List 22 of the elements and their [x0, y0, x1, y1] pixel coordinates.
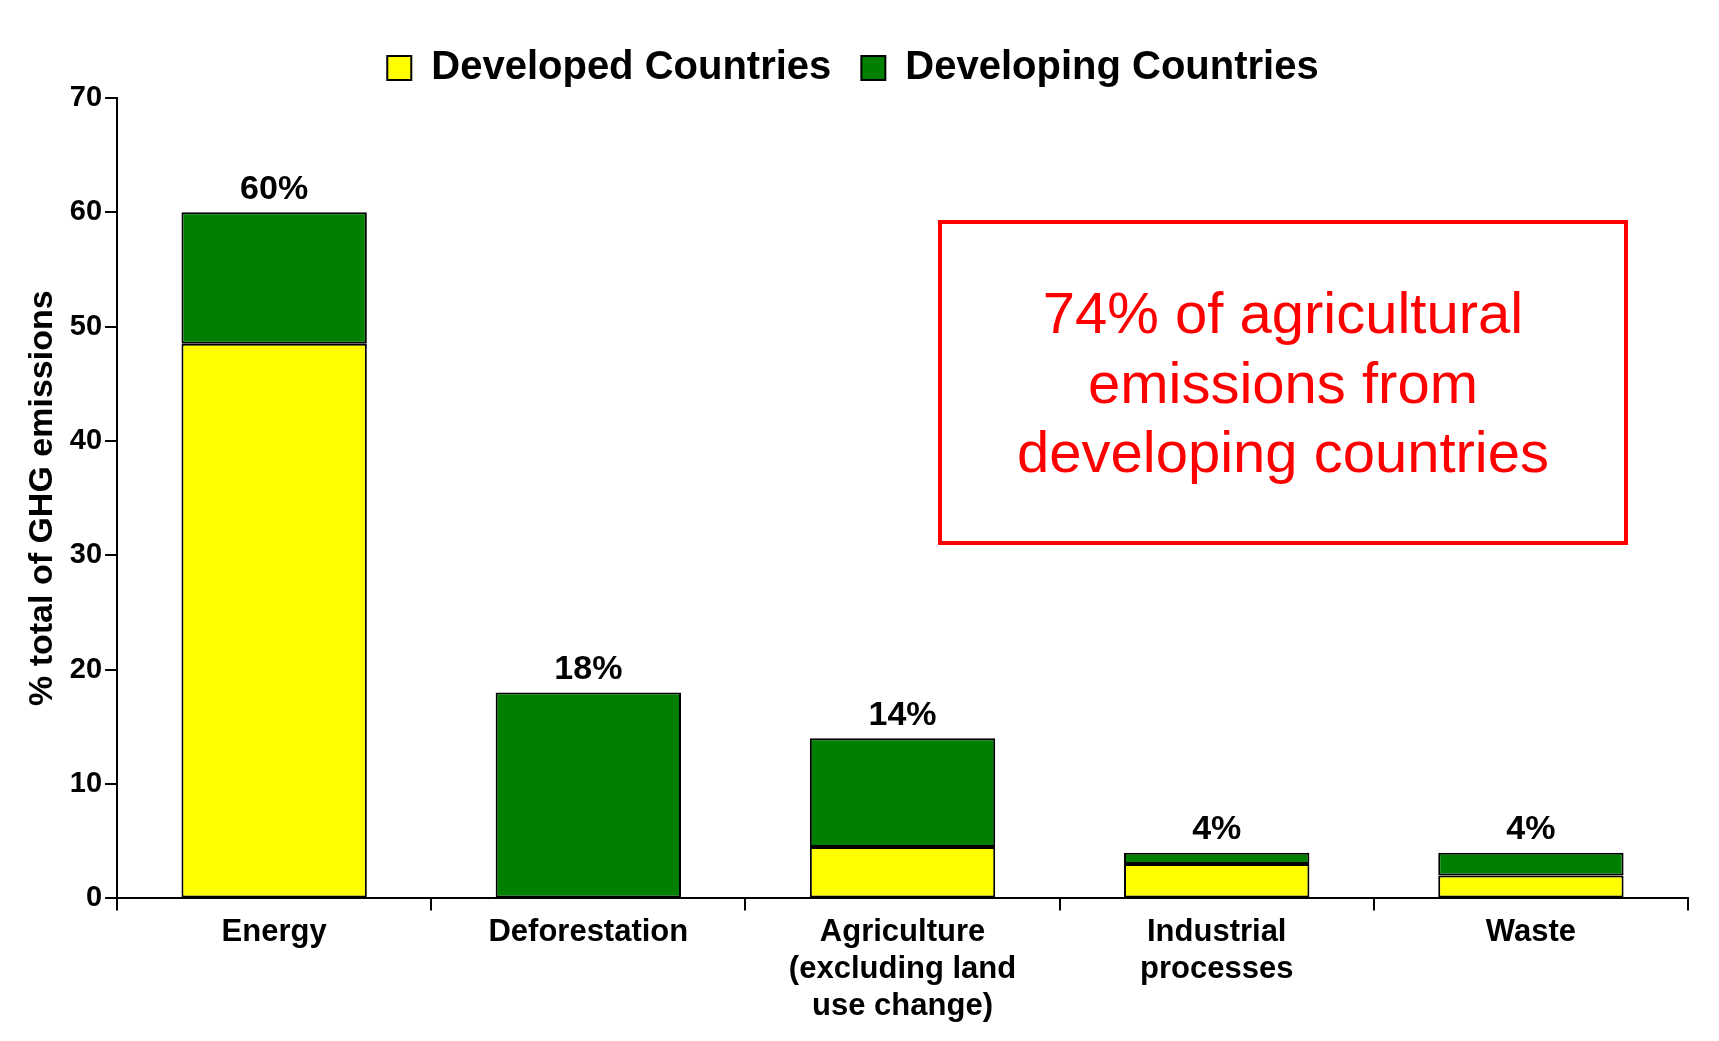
- x-tick-label: Industrial processes: [1140, 912, 1294, 985]
- legend-label: Developed Countries: [431, 43, 832, 88]
- y-tick-label: 0: [85, 880, 103, 913]
- y-tick-label: 70: [69, 80, 103, 112]
- total-label: 60%: [240, 167, 309, 206]
- y-axis-title: % total of GHG emissions: [20, 290, 59, 707]
- y-tick-label: 20: [69, 651, 103, 684]
- x-tick-label: Agriculture (excluding land use change): [788, 912, 1017, 1022]
- x-tick-label: Energy: [221, 912, 328, 948]
- y-tick-label: 60: [69, 194, 103, 227]
- annotation: 74% of agricultural emissions from developing countries: [1016, 279, 1550, 487]
- total-label: 4%: [1192, 808, 1242, 847]
- total-label: 14%: [868, 693, 937, 732]
- x-tick-label: Deforestation: [488, 912, 689, 948]
- total-label: 4%: [1506, 808, 1556, 847]
- y-tick-label: 10: [69, 766, 103, 799]
- y-tick-label: 30: [69, 537, 103, 570]
- y-tick-label: 40: [69, 423, 103, 456]
- x-tick-label: Waste: [1485, 912, 1576, 948]
- y-tick-label: 50: [69, 308, 103, 341]
- legend-label: Developing Countries: [905, 43, 1319, 88]
- total-label: 18%: [554, 647, 623, 686]
